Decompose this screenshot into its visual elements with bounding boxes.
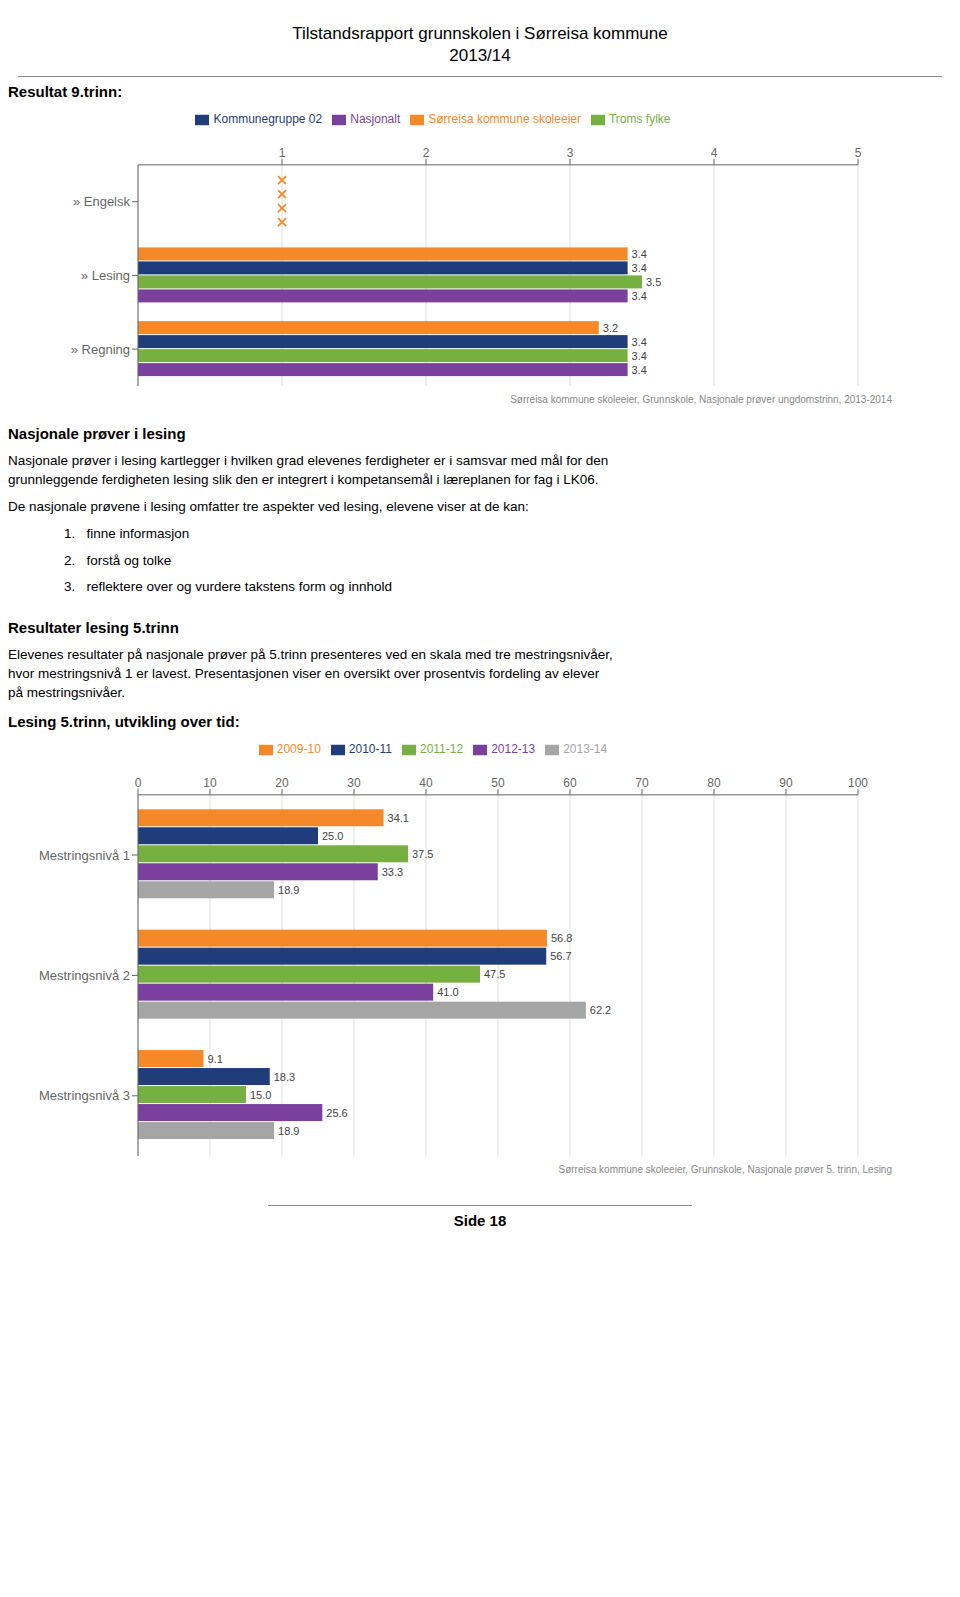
svg-text:50: 50	[491, 776, 505, 790]
svg-text:» Regning: » Regning	[71, 342, 130, 357]
svg-text:25.6: 25.6	[326, 1107, 347, 1119]
svg-text:3.4: 3.4	[632, 290, 647, 302]
html-text:Nasjonalt: Nasjonalt	[350, 112, 401, 126]
svg-text:70: 70	[635, 776, 649, 790]
svg-text:3.2: 3.2	[603, 322, 618, 334]
html-text:3. reflektere over og vurdere: 3. reflektere over og vurdere takstens f…	[64, 579, 392, 595]
svg-text:» Engelsk: » Engelsk	[73, 194, 131, 209]
svg-text:33.3: 33.3	[382, 866, 403, 878]
svg-text:» Lesing: » Lesing	[81, 268, 130, 283]
svg-text:15.0: 15.0	[250, 1089, 271, 1101]
html-text:2013/14: 2013/14	[449, 46, 511, 65]
html-text:2013-14: 2013-14	[563, 742, 608, 756]
svg-text:18.9: 18.9	[278, 884, 299, 896]
html-text:Side 18: Side 18	[453, 1212, 507, 1229]
svg-text:10: 10	[203, 776, 217, 790]
svg-text:25.0: 25.0	[322, 830, 343, 842]
html-text:Kommunegruppe 02: Kommunegruppe 02	[213, 112, 323, 126]
html-text:Sørreisa kommune skoleeier, Gr: Sørreisa kommune skoleeier, Grunnskole, …	[510, 394, 892, 405]
svg-text:47.5: 47.5	[484, 968, 505, 980]
svg-text:30: 30	[347, 776, 361, 790]
html-text:1. finne informasjon: 1. finne informasjon	[64, 525, 190, 541]
html-text:Resultat 9.trinn:: Resultat 9.trinn:	[8, 83, 123, 100]
html-text:Tilstandsrapport grunnskolen i: Tilstandsrapport grunnskolen i Sørreisa …	[292, 24, 668, 43]
svg-text:3.5: 3.5	[646, 276, 661, 288]
svg-text:80: 80	[707, 776, 721, 790]
svg-text:90: 90	[779, 776, 793, 790]
svg-text:18.9: 18.9	[278, 1125, 299, 1137]
svg-text:3.4: 3.4	[632, 262, 647, 274]
html-text:Troms fylke: Troms fylke	[609, 112, 671, 126]
svg-text:18.3: 18.3	[274, 1071, 295, 1083]
html-text:2012-13: 2012-13	[491, 742, 536, 756]
html-text:Lesing 5.trinn, utvikling over: Lesing 5.trinn, utvikling over tid:	[8, 713, 240, 730]
svg-text:62.2: 62.2	[590, 1004, 611, 1016]
svg-text:Mestringsnivå 1: Mestringsnivå 1	[39, 848, 130, 863]
html-text:De nasjonale prøvene i lesing: De nasjonale prøvene i lesing omfatter t…	[8, 498, 529, 514]
svg-text:2: 2	[423, 146, 430, 160]
svg-text:100: 100	[848, 776, 868, 790]
html-text:2. forstå og tolke: 2. forstå og tolke	[64, 552, 172, 568]
svg-text:20: 20	[275, 776, 289, 790]
svg-text:1: 1	[279, 146, 286, 160]
html-text:Nasjonale prøver i lesing: Nasjonale prøver i lesing	[8, 425, 186, 442]
svg-text:56.7: 56.7	[550, 950, 571, 962]
html-text:2011-12: 2011-12	[420, 742, 464, 756]
svg-text:3.4: 3.4	[632, 350, 647, 362]
html-text:2009-10: 2009-10	[276, 742, 321, 756]
svg-text:37.5: 37.5	[412, 848, 433, 860]
svg-text:3.4: 3.4	[632, 364, 647, 376]
svg-text:9.1: 9.1	[208, 1053, 223, 1065]
svg-text:5: 5	[855, 146, 862, 160]
svg-text:Mestringsnivå 2: Mestringsnivå 2	[39, 968, 130, 983]
svg-text:3.4: 3.4	[632, 336, 647, 348]
svg-text:56.8: 56.8	[551, 932, 572, 944]
html-text:Sørreisa kommune skoleeier, Gr: Sørreisa kommune skoleeier, Grunnskole, …	[558, 1164, 892, 1175]
svg-text:4: 4	[711, 146, 718, 160]
html-text:Nasjonale prøver i lesing kart: Nasjonale prøver i lesing kartlegger i h…	[8, 453, 609, 487]
html-text:Elevenes resultater på nasjona: Elevenes resultater på nasjonale prøver …	[8, 647, 613, 701]
html-text:Resultater lesing 5.trinn: Resultater lesing 5.trinn	[8, 619, 179, 637]
svg-text:0: 0	[135, 776, 142, 790]
svg-text:41.0: 41.0	[437, 986, 458, 998]
svg-text:60: 60	[563, 776, 577, 790]
html-text:2010-11: 2010-11	[348, 742, 392, 756]
svg-text:3: 3	[567, 146, 574, 160]
svg-text:40: 40	[419, 776, 433, 790]
html-text:Sørreisa kommune skoleeier: Sørreisa kommune skoleeier	[428, 112, 581, 126]
svg-text:Mestringsnivå 3: Mestringsnivå 3	[39, 1088, 130, 1103]
svg-text:34.1: 34.1	[388, 812, 409, 824]
svg-text:3.4: 3.4	[632, 248, 647, 260]
